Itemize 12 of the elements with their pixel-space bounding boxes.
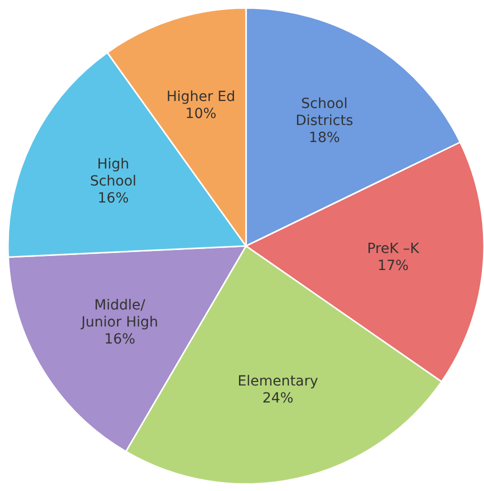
data-label: 24%	[262, 390, 294, 406]
slice-label: School Districts	[296, 96, 354, 129]
data-label: 18%	[308, 130, 340, 146]
slice-label: High School	[90, 156, 136, 190]
slice-label: Elementary	[238, 373, 318, 390]
data-label: 10%	[185, 106, 216, 122]
slice-label: PreK –K	[367, 240, 420, 257]
data-label: 16%	[98, 190, 129, 207]
slice-label: Higher Ed	[166, 88, 236, 105]
data-label: 16%	[104, 331, 136, 348]
slice-label: Middle/ Junior High	[80, 297, 158, 330]
data-label: 17%	[378, 258, 409, 274]
